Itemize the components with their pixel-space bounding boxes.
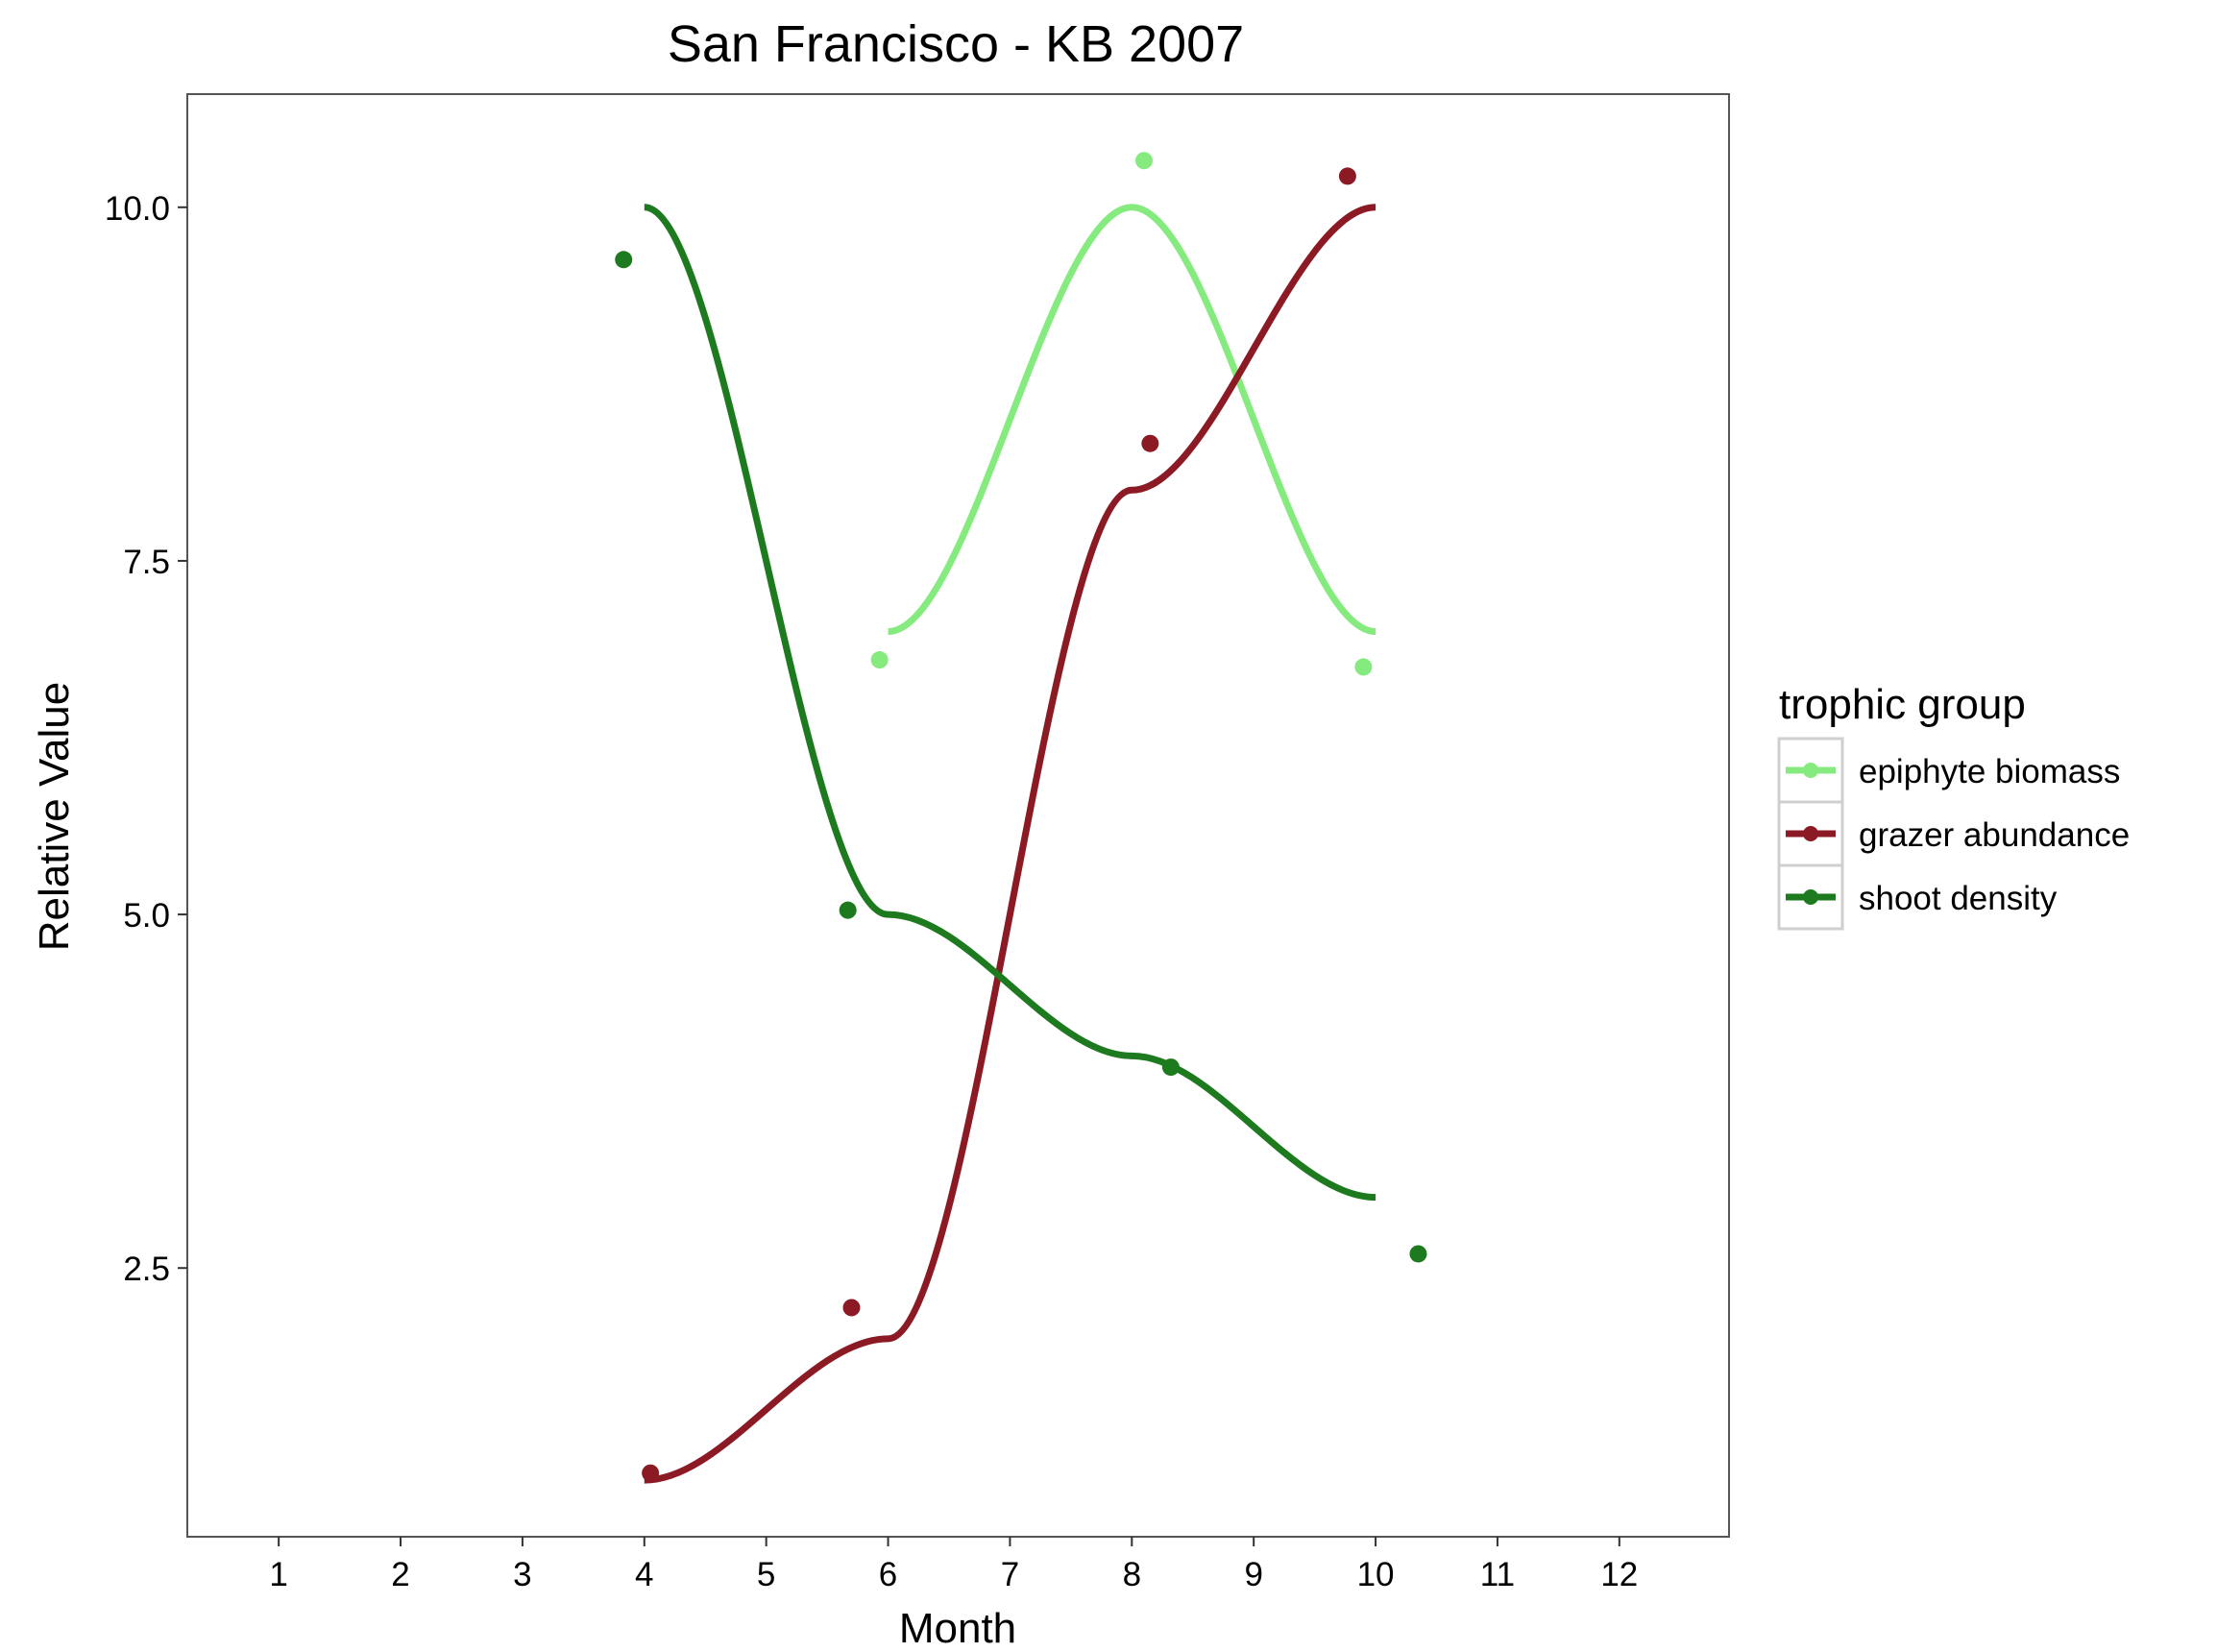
series-line-shoot-density xyxy=(644,204,1376,1202)
x-tick-label: 8 xyxy=(1123,1556,1141,1593)
series-points xyxy=(615,152,1427,1482)
legend-keys: epiphyte biomass grazer abundance shoot de… xyxy=(1777,737,2130,931)
data-point-shoot-density xyxy=(615,251,633,269)
data-point-grazer-abundance xyxy=(1338,167,1356,185)
y-tick-label: 7.5 xyxy=(123,544,170,581)
chart-title: San Francisco - KB 2007 xyxy=(668,15,1244,73)
y-axis-title: Relative Value xyxy=(31,682,78,951)
legend: trophic group epiphyte biomass grazer abu… xyxy=(1777,681,2130,931)
data-point-grazer-abundance xyxy=(642,1464,660,1482)
x-tick-label: 11 xyxy=(1480,1556,1515,1593)
data-point-epiphyte-biomass xyxy=(1354,658,1373,676)
plot-panel xyxy=(186,93,1730,1538)
data-point-shoot-density xyxy=(1409,1245,1427,1263)
data-point-shoot-density xyxy=(1161,1058,1180,1077)
legend-key-point xyxy=(1803,826,1818,841)
series-lines xyxy=(644,204,1376,1484)
series-line-epiphyte-biomass xyxy=(888,204,1376,636)
y-axis: 2.5 5.0 7.5 10.0 xyxy=(105,190,187,1288)
x-tick-label: 2 xyxy=(391,1556,409,1593)
legend-key-point xyxy=(1803,763,1818,778)
legend-label-grazer-abundance: grazer abundance xyxy=(1859,816,2130,854)
legend-label-shoot-density: shoot density xyxy=(1859,880,2058,917)
series-line-grazer-abundance xyxy=(644,204,1376,1484)
x-tick-label: 7 xyxy=(1001,1556,1019,1593)
legend-label-epiphyte-biomass: epiphyte biomass xyxy=(1859,753,2120,790)
y-tick-label: 10.0 xyxy=(105,190,170,228)
x-tick-label: 10 xyxy=(1357,1556,1395,1593)
y-tick-label: 2.5 xyxy=(123,1251,170,1288)
data-point-shoot-density xyxy=(839,901,857,919)
data-point-epiphyte-biomass xyxy=(870,651,889,669)
x-axis: 1 2 3 4 5 6 7 8 9 10 11 12 xyxy=(269,1537,1638,1593)
x-tick-label: 9 xyxy=(1244,1556,1262,1593)
y-tick-label: 5.0 xyxy=(123,897,170,935)
data-point-epiphyte-biomass xyxy=(1134,152,1153,170)
x-tick-label: 6 xyxy=(879,1556,897,1593)
legend-title: trophic group xyxy=(1779,681,2026,728)
x-axis-title: Month xyxy=(899,1605,1016,1652)
x-tick-label: 5 xyxy=(757,1556,775,1593)
legend-key-point xyxy=(1803,889,1818,905)
x-tick-label: 3 xyxy=(513,1556,531,1593)
data-point-grazer-abundance xyxy=(842,1299,861,1317)
x-tick-label: 4 xyxy=(635,1556,653,1593)
x-tick-label: 12 xyxy=(1600,1556,1638,1593)
data-point-grazer-abundance xyxy=(1141,434,1159,452)
x-tick-label: 1 xyxy=(269,1556,287,1593)
